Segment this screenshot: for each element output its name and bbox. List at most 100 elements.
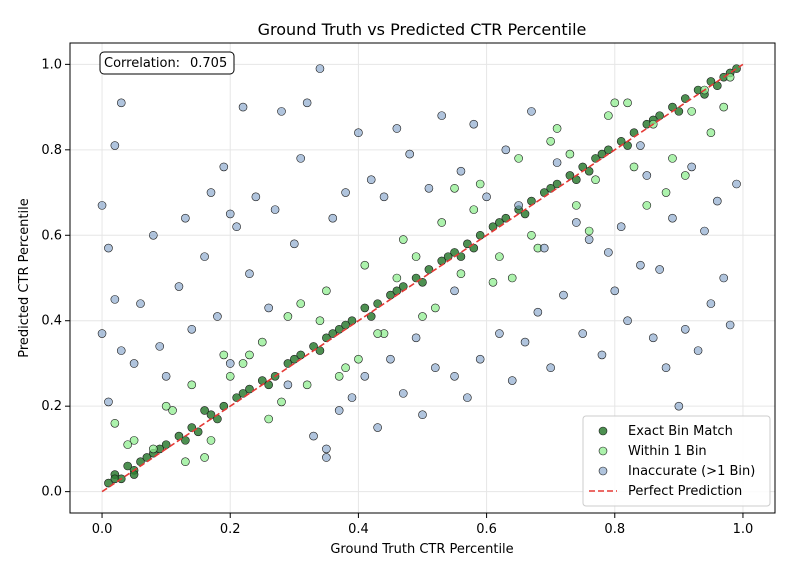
within-one-bin-point (642, 201, 652, 210)
exact-match-point (424, 265, 434, 274)
inaccurate-point (552, 158, 562, 167)
within-one-bin-point (341, 363, 350, 373)
inaccurate-point (174, 282, 184, 291)
within-one-bin-point (225, 371, 235, 381)
legend-marker (598, 466, 608, 476)
legend-marker (598, 426, 608, 436)
inaccurate-point (238, 102, 248, 112)
inaccurate-point (687, 162, 696, 172)
inaccurate-point (610, 286, 620, 296)
x-tick-label: 0.6 (476, 522, 497, 537)
inaccurate-point (680, 324, 690, 334)
inaccurate-point (424, 183, 434, 193)
legend-label: Exact Bin Match (628, 424, 733, 439)
x-tick-label: 0.8 (604, 522, 625, 537)
y-tick-label: 0.0 (41, 485, 62, 500)
inaccurate-point (713, 196, 722, 206)
y-tick-label: 0.8 (41, 143, 62, 158)
exact-match-point (123, 461, 132, 471)
within-one-bin-point (610, 98, 620, 108)
within-one-bin-point (296, 299, 306, 308)
within-one-bin-point (283, 312, 293, 321)
inaccurate-point (110, 141, 120, 150)
inaccurate-point (604, 248, 613, 257)
inaccurate-point (514, 201, 523, 210)
inaccurate-point (636, 141, 645, 150)
within-one-bin-point (334, 371, 344, 381)
within-one-bin-point (257, 337, 267, 347)
within-one-bin-point (398, 235, 408, 244)
within-one-bin-point (584, 226, 594, 236)
within-one-bin-point (687, 107, 696, 116)
inaccurate-point (283, 380, 293, 390)
within-one-bin-point (488, 277, 498, 287)
within-one-bin-point (431, 303, 440, 313)
within-one-bin-point (572, 201, 581, 210)
data-marks (97, 63, 744, 493)
exact-match-point (181, 436, 190, 445)
inaccurate-point (328, 213, 338, 223)
exact-match-point (334, 324, 344, 334)
inaccurate-point (213, 312, 222, 321)
inaccurate-point (200, 252, 209, 261)
inaccurate-point (431, 363, 440, 373)
exact-match-point (392, 286, 402, 296)
within-one-bin-point (322, 286, 331, 296)
inaccurate-point (411, 333, 421, 343)
within-one-bin-point (129, 436, 139, 445)
inaccurate-point (732, 179, 741, 189)
within-one-bin-point (392, 273, 402, 283)
within-one-bin-point (354, 354, 363, 364)
within-one-bin-point (475, 179, 485, 189)
inaccurate-point (572, 218, 581, 227)
within-one-bin-point (277, 397, 286, 407)
within-one-bin-point (264, 414, 273, 424)
within-one-bin-point (206, 436, 216, 445)
x-tick-label: 0.0 (92, 522, 113, 537)
within-one-bin-point (373, 329, 382, 338)
x-tick-label: 1.0 (733, 522, 754, 537)
inaccurate-point (661, 363, 671, 373)
inaccurate-point (136, 299, 145, 308)
within-one-bin-point (546, 136, 555, 146)
within-one-bin-point (315, 316, 325, 326)
exact-match-point (674, 107, 684, 116)
within-one-bin-point (507, 273, 517, 283)
inaccurate-point (322, 444, 331, 454)
within-one-bin-point (418, 312, 427, 321)
legend-label: Inaccurate (>1 Bin) (628, 464, 755, 479)
exact-match-point (584, 166, 594, 176)
within-one-bin-point (604, 111, 613, 120)
inaccurate-point (475, 354, 485, 364)
inaccurate-point (469, 119, 479, 129)
inaccurate-point (97, 329, 107, 338)
legend-label: Perfect Prediction (628, 484, 742, 499)
within-one-bin-point (623, 98, 632, 108)
y-tick-label: 1.0 (41, 57, 62, 72)
exact-match-point (200, 406, 209, 415)
x-tick-label: 0.2 (220, 522, 241, 537)
inaccurate-point (693, 346, 703, 355)
inaccurate-point (354, 128, 363, 138)
inaccurate-point (450, 286, 459, 296)
inaccurate-point (495, 329, 504, 338)
within-one-bin-point (110, 418, 120, 428)
inaccurate-point (559, 290, 568, 300)
inaccurate-point (597, 350, 607, 360)
within-one-bin-point (456, 269, 466, 279)
correlation-box (99, 51, 235, 75)
inaccurate-point (366, 175, 376, 185)
inaccurate-point (501, 145, 511, 155)
inaccurate-point (219, 162, 229, 172)
inaccurate-point (482, 192, 491, 202)
legend: Exact Bin Match Within 1 Bin Inaccurate (>… (582, 415, 771, 507)
within-one-bin-point (661, 188, 671, 197)
legend-box (582, 415, 771, 507)
within-one-bin-point (238, 359, 248, 368)
exact-match-point (341, 320, 350, 330)
inaccurate-point (700, 226, 709, 236)
within-one-bin-point (495, 252, 504, 261)
inaccurate-point (636, 260, 645, 270)
inaccurate-point (149, 230, 158, 240)
